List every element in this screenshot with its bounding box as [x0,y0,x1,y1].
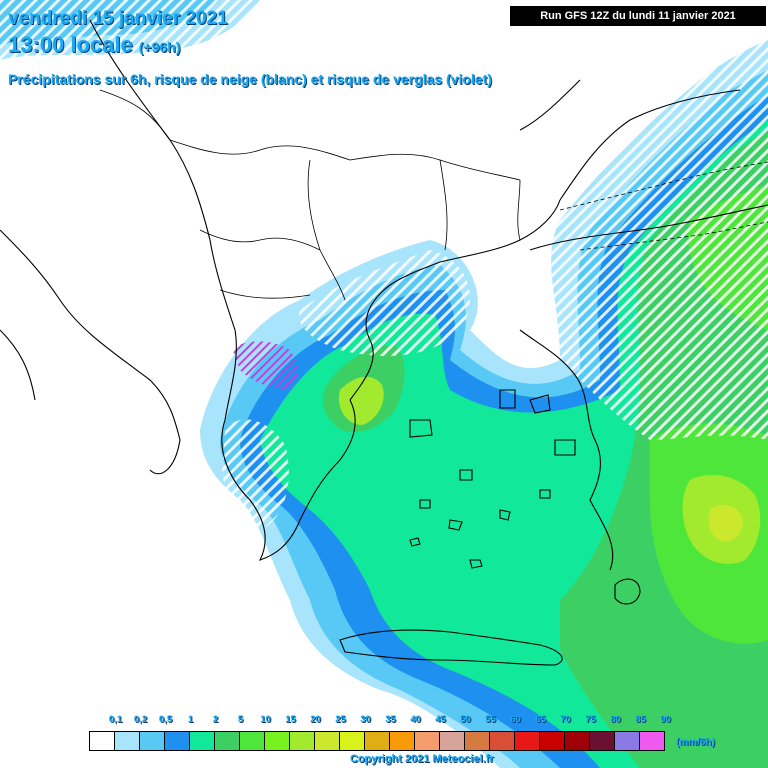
legend-swatch [290,732,315,750]
legend-swatch [190,732,215,750]
legend-swatch [115,732,140,750]
legend-label: 80 [610,714,621,725]
legend-swatch [265,732,290,750]
legend-label: 20 [310,714,321,725]
legend-label: 45 [435,714,446,725]
legend-label: 0,5 [158,714,173,725]
legend-swatch [515,732,540,750]
legend-swatch [540,732,565,750]
legend-label: 40 [410,714,421,725]
legend-label: 65 [535,714,546,725]
legend-swatch [440,732,465,750]
legend-swatch [640,732,664,750]
italy-coast [0,229,181,475]
legend-swatch [590,732,615,750]
forecast-date: vendredi 15 janvier 2021 [8,8,228,29]
legend-label: 10 [260,714,271,725]
precip-yellow [708,504,743,542]
cyclades [409,489,551,569]
black-sea-coast [519,79,741,201]
legend-swatch [340,732,365,750]
legend-swatch [365,732,390,750]
snow-risk-peloponnese [222,419,289,530]
greece-east-coast [349,261,441,401]
legend-label: 5 [237,714,244,725]
legend-label: 15 [285,714,296,725]
forecast-time-label: 13:00 locale [8,32,133,57]
run-label: Run GFS 12Z du lundi 11 janvier 2021 [510,6,766,26]
legend-swatch [390,732,415,750]
precip-yellow-green-greece [338,376,384,425]
legend-swatch [490,732,515,750]
legend-label: 60 [510,714,521,725]
forecast-lead: (+96h) [138,39,181,55]
adriatic-east-coast [89,19,236,331]
snow-risk-top-left [0,0,260,60]
legend-label: 25 [335,714,346,725]
legend-swatch [615,732,640,750]
forecast-time: 13:00 locale (+96h) [8,32,180,58]
copyright: Copyright 2021 Meteociel.fr [350,753,494,765]
legend-label: 55 [485,714,496,725]
north-aegean-islands [409,389,576,481]
legend-label: 70 [560,714,571,725]
legend-swatch [565,732,590,750]
legend-label: 85 [635,714,646,725]
legend-label: 75 [585,714,596,725]
legend-swatch [90,732,115,750]
legend-label: 90 [660,714,671,725]
country-borders [99,89,521,301]
legend-label: 2 [212,714,219,725]
legend-swatch [215,732,240,750]
legend-swatch [465,732,490,750]
legend-label: 50 [460,714,471,725]
marmara-coast [529,204,768,251]
legend-label: 1 [187,714,194,725]
legend-swatch [140,732,165,750]
map-description: Précipitations sur 6h, risque de neige (… [8,71,492,87]
snow-risk-greece-north [299,250,470,356]
legend-swatch [240,732,265,750]
legend-label: 35 [385,714,396,725]
legend-swatch [415,732,440,750]
thrace-coast [439,199,561,263]
legend-swatch [315,732,340,750]
coastlines-and-borders [0,19,768,666]
legend-unit: (mm/6h) [676,737,715,748]
turkey-borders [559,161,768,251]
legend-label: 0,1 [108,714,123,725]
legend-swatch [165,732,190,750]
turkey-west-coast [519,329,614,571]
ice-risk-area [232,341,298,390]
greece-west-coast [221,329,356,561]
legend-label: 0,2 [133,714,148,725]
legend-label: 30 [360,714,371,725]
legend-colorbar [89,731,665,751]
crete-outline [339,629,563,666]
rhodes-outline [614,578,641,605]
